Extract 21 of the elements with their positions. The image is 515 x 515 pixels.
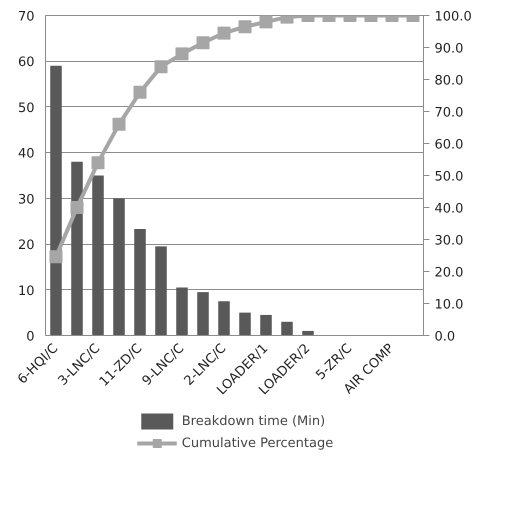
- y-tick-label: 70: [18, 10, 35, 24]
- y2-tick-label: 30.0: [434, 234, 464, 248]
- y2-tick-label: 70.0: [434, 106, 464, 120]
- y2-tick-label: 100.0: [434, 10, 472, 24]
- y2-tick-label: 20.0: [434, 266, 464, 280]
- y-tick-label: 10: [18, 284, 35, 299]
- y2-tick-label: 0.0: [434, 330, 456, 344]
- y-tick-label: 20: [18, 238, 35, 254]
- y-tick-label: 0: [26, 330, 35, 344]
- y-tick-label: 30: [18, 192, 35, 208]
- y2-tick-label: 80.0: [434, 74, 464, 88]
- y-tick-label: 60: [18, 55, 35, 70]
- y2-tick-label: 50.0: [434, 170, 464, 184]
- y-tick-label: 40: [18, 146, 35, 162]
- legend-label: Breakdown time (Min): [182, 414, 326, 428]
- legend-label: Cumulative Percentage: [182, 436, 334, 450]
- y2-tick-label: 60.0: [434, 138, 464, 152]
- y2-tick-label: 10.0: [434, 298, 464, 312]
- y2-tick-label: 40.0: [434, 202, 464, 216]
- y2-tick-label: 90.0: [434, 42, 464, 56]
- y-tick-label: 50: [18, 100, 35, 116]
